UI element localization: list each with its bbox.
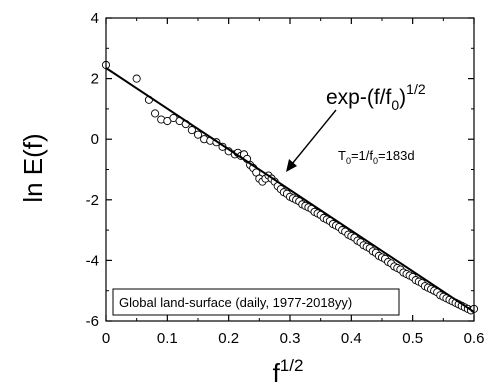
x-axis-title: f1/2 <box>273 356 304 387</box>
data-point <box>193 130 203 139</box>
y-tick-label: 4 <box>91 10 99 27</box>
data-point <box>132 74 141 83</box>
x-axis-ticks: 0 0.1 0.2 0.3 0.4 0.5 0.6 <box>102 18 485 347</box>
dataset-label: Global land-surface (daily, 1977-2018yy) <box>119 295 352 310</box>
x-tick-label: 0.3 <box>280 330 301 347</box>
x-tick-label: 0.5 <box>402 330 423 347</box>
y-axis-ticks: -6 -4 -2 0 2 4 <box>86 10 474 330</box>
arrow-head-icon <box>286 159 297 172</box>
x-tick-label: 0.1 <box>157 330 178 347</box>
dataset-label-box <box>112 288 400 316</box>
x-tick-label: 0.2 <box>218 330 239 347</box>
x-tick-label: 0 <box>102 330 110 347</box>
x-tick-label: 0.4 <box>341 330 362 347</box>
y-axis-title: ln E(f) <box>18 133 48 202</box>
x-tick-label: 0.6 <box>464 330 485 347</box>
fit-line <box>105 67 475 313</box>
annotation-formula: exp-(f/f0)1/2 <box>326 81 426 113</box>
data-point <box>151 109 160 118</box>
fit-line-group <box>105 67 475 313</box>
annotation-arrow <box>291 109 337 165</box>
y-tick-label: -4 <box>86 252 99 269</box>
data-point <box>187 126 196 135</box>
annotation-period: T0=1/f0=183d <box>338 148 415 166</box>
data-points <box>101 60 479 315</box>
y-tick-label: 0 <box>91 131 99 148</box>
y-tick-label: -6 <box>86 313 99 330</box>
y-tick-label: 2 <box>91 71 99 88</box>
y-tick-label: -2 <box>86 192 99 209</box>
